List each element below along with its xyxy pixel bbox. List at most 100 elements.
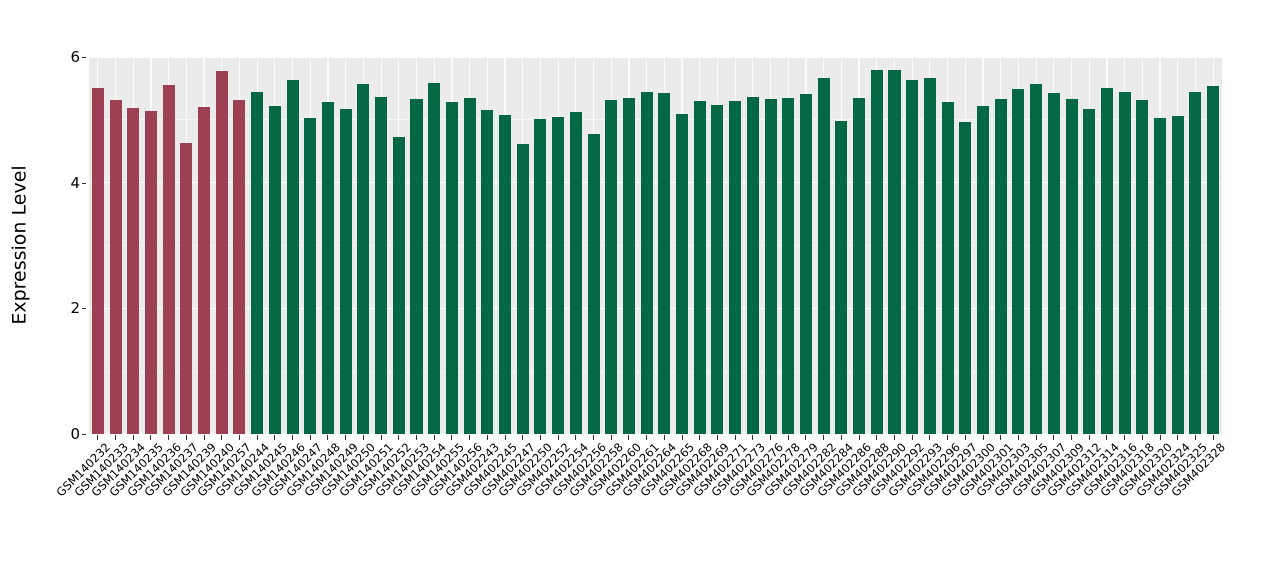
x-axis-tick-mark xyxy=(1035,435,1037,440)
bar[interactable] xyxy=(392,137,405,434)
bar[interactable] xyxy=(906,79,919,434)
bar[interactable] xyxy=(534,119,547,434)
bar[interactable] xyxy=(1100,88,1113,434)
bar[interactable] xyxy=(799,94,812,434)
bar[interactable] xyxy=(605,99,618,434)
bar[interactable] xyxy=(304,117,317,434)
bar[interactable] xyxy=(853,98,866,434)
bar[interactable] xyxy=(782,98,795,434)
x-axis-tick-mark xyxy=(451,435,453,440)
x-axis-tick-mark xyxy=(787,435,789,440)
bar[interactable] xyxy=(375,97,388,434)
x-axis-tick-mark xyxy=(504,435,506,440)
bar[interactable] xyxy=(870,69,883,434)
bar[interactable] xyxy=(1136,100,1149,434)
bar[interactable] xyxy=(729,100,742,434)
bar[interactable] xyxy=(233,99,246,434)
bar[interactable] xyxy=(109,100,122,434)
x-axis-tick-mark xyxy=(1106,435,1108,440)
bar[interactable] xyxy=(410,99,423,434)
bar[interactable] xyxy=(764,99,777,434)
x-axis-tick-mark xyxy=(840,435,842,440)
gridline-y-major xyxy=(89,307,1222,310)
y-axis-title-text: Expression Level xyxy=(9,165,31,325)
x-axis-tick-mark xyxy=(398,435,400,440)
x-axis-tick-mark xyxy=(734,435,736,440)
y-axis-tick-mark xyxy=(82,434,86,435)
x-axis-tick-mark xyxy=(823,435,825,440)
x-axis-tick-mark xyxy=(115,435,117,440)
bar[interactable] xyxy=(1047,93,1060,434)
x-axis-tick-mark xyxy=(486,435,488,440)
y-axis-tick-label: 0 xyxy=(70,425,80,443)
bar[interactable] xyxy=(1065,99,1078,434)
bar[interactable] xyxy=(1207,85,1220,434)
bar[interactable] xyxy=(251,91,264,434)
bar[interactable] xyxy=(144,111,157,434)
x-axis-tick-mark xyxy=(1124,435,1126,440)
gridline-y-minor xyxy=(89,119,1222,121)
bar[interactable] xyxy=(1012,89,1025,434)
bar[interactable] xyxy=(959,122,972,434)
bar[interactable] xyxy=(357,84,370,434)
bar[interactable] xyxy=(640,92,653,434)
x-axis-tick-mark xyxy=(752,435,754,440)
bar[interactable] xyxy=(552,117,565,434)
bar[interactable] xyxy=(445,101,458,434)
bar[interactable] xyxy=(198,106,211,434)
bar[interactable] xyxy=(1171,116,1184,434)
x-axis-ticks xyxy=(89,434,1222,440)
x-axis-tick-mark xyxy=(1053,435,1055,440)
bar[interactable] xyxy=(516,143,529,434)
bar[interactable] xyxy=(463,97,476,434)
bar[interactable] xyxy=(481,109,494,434)
bar[interactable] xyxy=(923,78,936,434)
x-axis-tick-mark xyxy=(646,435,648,440)
bar[interactable] xyxy=(817,78,830,434)
x-axis-tick-mark xyxy=(539,435,541,440)
bar[interactable] xyxy=(976,106,990,434)
bar[interactable] xyxy=(1030,84,1043,434)
bar[interactable] xyxy=(499,115,512,434)
x-axis-tick-mark xyxy=(168,435,170,440)
bar[interactable] xyxy=(888,70,901,434)
bar[interactable] xyxy=(711,105,724,434)
bar[interactable] xyxy=(428,82,441,434)
bar[interactable] xyxy=(569,112,582,434)
bar[interactable] xyxy=(676,114,689,434)
y-axis-tick-mark xyxy=(82,308,86,310)
bar[interactable] xyxy=(321,101,334,434)
bar[interactable] xyxy=(215,71,228,434)
bar[interactable] xyxy=(1118,92,1131,434)
x-axis-tick-mark xyxy=(575,435,577,440)
x-axis-tick-mark xyxy=(185,435,187,440)
bar[interactable] xyxy=(1154,117,1167,434)
bar[interactable] xyxy=(1189,91,1202,434)
x-axis-tick-mark xyxy=(292,435,294,440)
bar[interactable] xyxy=(180,143,193,434)
x-axis-tick-mark xyxy=(929,435,931,440)
bar[interactable] xyxy=(622,97,635,434)
x-axis-tick-mark xyxy=(97,435,99,440)
bar[interactable] xyxy=(693,100,706,434)
bar[interactable] xyxy=(268,106,281,434)
x-axis-tick-mark xyxy=(1017,435,1019,440)
bar[interactable] xyxy=(587,133,600,434)
bar[interactable] xyxy=(994,99,1007,434)
bar[interactable] xyxy=(658,93,671,434)
gridline-y-major xyxy=(89,433,1222,435)
x-axis-tick-mark xyxy=(610,435,612,440)
bar[interactable] xyxy=(286,79,299,434)
bar[interactable] xyxy=(1083,108,1096,434)
bar[interactable] xyxy=(127,107,140,434)
x-axis-tick-mark xyxy=(1071,435,1073,440)
bar[interactable] xyxy=(941,102,954,434)
bar[interactable] xyxy=(746,97,759,434)
bar[interactable] xyxy=(162,84,175,434)
x-axis-tick-mark xyxy=(150,435,152,440)
bar[interactable] xyxy=(835,121,848,434)
x-axis-tick-mark xyxy=(309,435,311,440)
bar[interactable] xyxy=(91,87,104,434)
x-axis-tick-mark xyxy=(1159,435,1161,440)
bar[interactable] xyxy=(339,109,352,434)
